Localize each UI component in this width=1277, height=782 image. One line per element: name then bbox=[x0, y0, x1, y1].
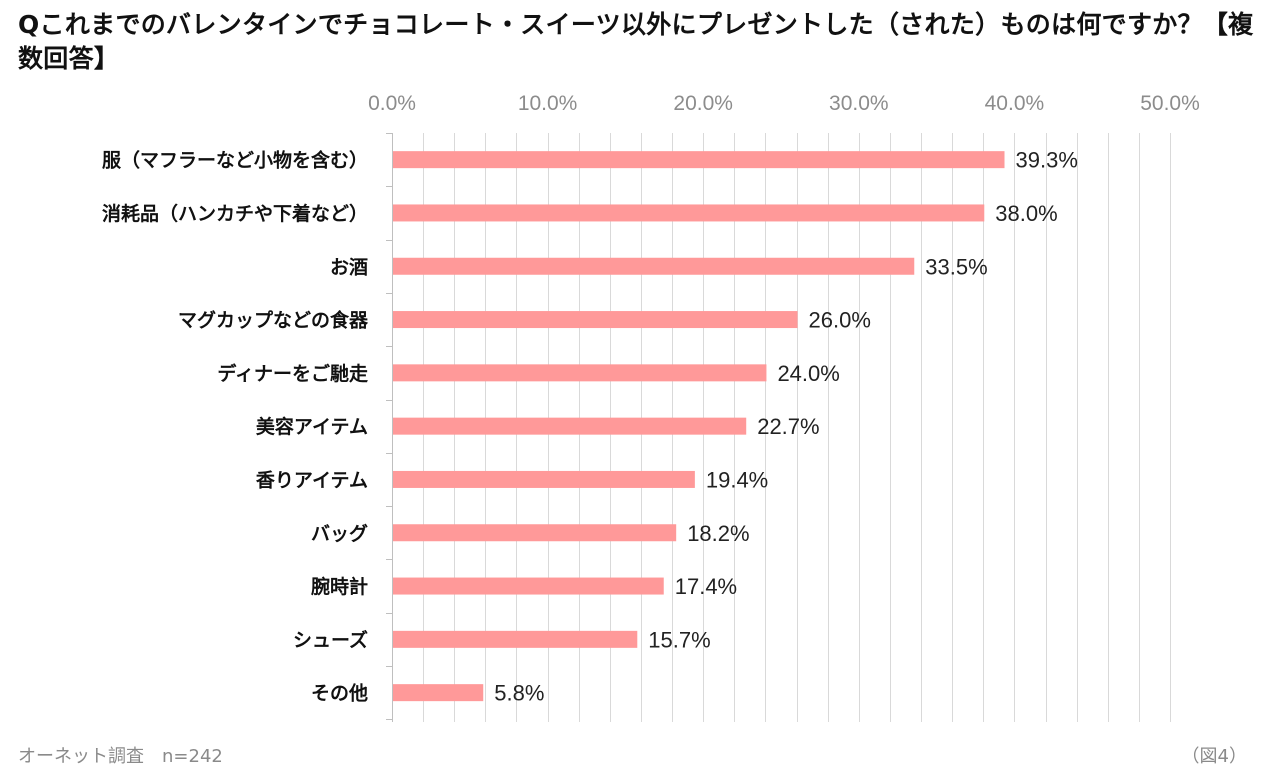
data-label: 24.0% bbox=[777, 361, 839, 386]
data-label: 38.0% bbox=[995, 201, 1057, 226]
value-labels: 39.3% 38.0% 33.5% 26.0% 24.0% 22.7% 19.4% 18.2%… bbox=[494, 148, 1078, 706]
category-label: その他 bbox=[311, 682, 368, 705]
x-tick-label: 0.0% bbox=[368, 92, 416, 115]
x-tick-label: 10.0% bbox=[518, 92, 578, 115]
bar bbox=[393, 684, 484, 702]
x-tick-label: 20.0% bbox=[673, 92, 733, 115]
data-label: 26.0% bbox=[809, 308, 871, 333]
data-label: 39.3% bbox=[1016, 148, 1078, 173]
y-axis bbox=[386, 133, 393, 722]
bar bbox=[393, 524, 677, 542]
bar bbox=[393, 470, 695, 488]
bar bbox=[393, 311, 798, 329]
bar bbox=[393, 630, 638, 648]
bar bbox=[393, 204, 985, 222]
source-note: オーネット調査 n=242 bbox=[18, 746, 223, 767]
category-label: シューズ bbox=[293, 628, 368, 651]
x-tick-label: 50.0% bbox=[1140, 92, 1200, 115]
category-label: 美容アイテム bbox=[256, 415, 368, 438]
category-label: 腕時計 bbox=[310, 575, 368, 598]
category-label: お酒 bbox=[330, 256, 368, 278]
category-label: 服（マフラーなど小物を含む） bbox=[102, 149, 368, 172]
data-label: 33.5% bbox=[925, 254, 987, 279]
x-axis-ticks: 0.0% 10.0% 20.0% 30.0% 40.0% 50.0% bbox=[368, 92, 1200, 115]
bar bbox=[393, 577, 664, 595]
data-label: 15.7% bbox=[648, 627, 710, 652]
bar bbox=[393, 364, 767, 382]
data-label: 22.7% bbox=[757, 414, 819, 439]
category-label: ディナーをご馳走 bbox=[217, 362, 368, 385]
x-tick-label: 30.0% bbox=[829, 92, 889, 115]
x-tick-label: 40.0% bbox=[985, 92, 1045, 115]
data-label: 17.4% bbox=[675, 574, 737, 599]
category-labels: 服（マフラーなど小物を含む） 消耗品（ハンカチや下着など） お酒マグカップなどの食器… bbox=[102, 149, 369, 705]
data-label: 5.8% bbox=[494, 681, 544, 706]
bar bbox=[393, 151, 1005, 169]
bar bbox=[393, 257, 915, 275]
chart-title: Qこれまでのバレンタインでチョコレート・スイーツ以外にプレゼントした（された）も… bbox=[18, 10, 1254, 73]
bars bbox=[393, 151, 1005, 702]
category-label: 消耗品（ハンカチや下着など） bbox=[102, 202, 368, 225]
category-label: 香りアイテム bbox=[255, 469, 368, 491]
data-label: 19.4% bbox=[706, 467, 768, 492]
bar bbox=[393, 417, 747, 435]
category-label: マグカップなどの食器 bbox=[178, 309, 369, 332]
data-label: 18.2% bbox=[687, 521, 749, 546]
category-label: バッグ bbox=[311, 522, 368, 545]
figure-number: （図4） bbox=[1181, 746, 1247, 767]
